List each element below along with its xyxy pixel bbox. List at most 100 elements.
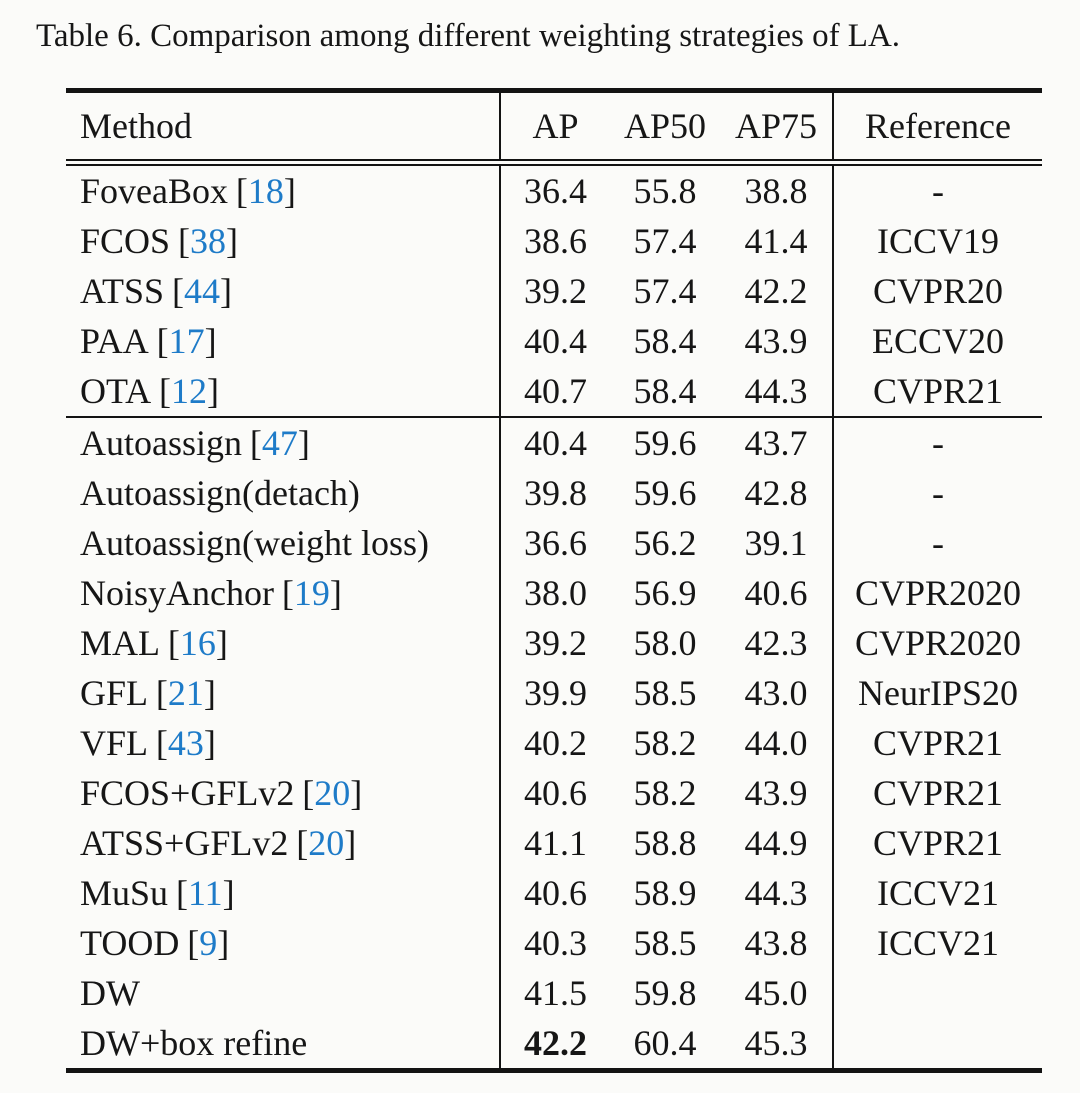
method-name: VFL — [80, 723, 149, 763]
citation-close-bracket: ] — [222, 873, 235, 913]
citation-number: 20 — [314, 773, 351, 813]
citation-close-bracket: ] — [203, 673, 216, 713]
citation-open-bracket: [ — [187, 923, 200, 963]
ap50-cell: 58.4 — [633, 371, 697, 411]
ap50-cell: 58.5 — [633, 673, 697, 713]
method-name: MAL — [80, 623, 160, 663]
citation-open-bracket: [ — [156, 321, 169, 361]
col-header-ap: AP — [499, 90, 610, 166]
ap75-cell: 44.9 — [744, 823, 808, 863]
ap75-cell: 43.0 — [744, 673, 808, 713]
reference-cell: CVPR21 — [832, 366, 1042, 417]
citation-link[interactable]: [16] — [168, 623, 228, 663]
method-cell: FCOS+GFLv2 [20] — [66, 768, 500, 818]
citation-open-bracket: [ — [155, 723, 168, 763]
method-cell: VFL [43] — [66, 718, 500, 768]
reference-cell: ECCV20 — [832, 316, 1042, 366]
citation-close-bracket: ] — [207, 371, 220, 411]
ap-cell: 41.1 — [499, 818, 610, 868]
method-cell: GFL [21] — [66, 668, 500, 718]
table-row: DW+box refine 42.2 60.4 45.3 — [66, 1018, 1042, 1071]
method-name: NoisyAnchor — [80, 573, 274, 613]
ap50-cell: 60.4 — [633, 1023, 697, 1063]
citation-close-bracket: ] — [204, 321, 217, 361]
citation-number: 44 — [183, 271, 220, 311]
table-row: NoisyAnchor [19] 38.0 56.9 40.6 CVPR2020 — [66, 568, 1042, 618]
citation-number: 38 — [189, 221, 226, 261]
method-cell: ATSS [44] — [66, 266, 500, 316]
header-row: Method AP AP50 AP75 Reference — [66, 90, 1042, 166]
citation-link[interactable]: [19] — [282, 573, 342, 613]
citation-link[interactable]: [9] — [187, 923, 229, 963]
ap-cell: 40.7 — [499, 366, 610, 417]
ap75-cell: 40.6 — [744, 573, 808, 613]
citation-link[interactable]: [17] — [157, 321, 217, 361]
citation-link[interactable]: [47] — [250, 423, 310, 463]
citation-number: 43 — [167, 723, 204, 763]
citation-link[interactable]: [12] — [159, 371, 219, 411]
table-caption: Table 6. Comparison among different weig… — [36, 18, 901, 54]
citation-close-bracket: ] — [217, 923, 230, 963]
ap50-cell: 58.0 — [633, 623, 697, 663]
reference-cell: - — [832, 468, 1042, 518]
citation-open-bracket: [ — [159, 371, 172, 411]
ap75-cell: 41.4 — [744, 221, 808, 261]
citation-link[interactable]: [44] — [172, 271, 232, 311]
method-cell: FoveaBox [18] — [66, 163, 500, 217]
col-header-ap75: AP75 — [720, 90, 833, 166]
ap50-cell: 59.8 — [633, 973, 697, 1013]
method-name: OTA — [80, 371, 152, 411]
reference-cell: CVPR21 — [832, 768, 1042, 818]
ap75-cell: 39.1 — [744, 523, 808, 563]
reference-cell: CVPR20 — [832, 266, 1042, 316]
ap75-cell: 43.7 — [720, 416, 833, 468]
citation-link[interactable]: [18] — [236, 171, 296, 211]
citation-link[interactable]: [11] — [176, 873, 235, 913]
citation-link[interactable]: [20] — [296, 823, 356, 863]
ap50-cell: 56.2 — [633, 523, 697, 563]
method-name: FCOS — [80, 221, 171, 261]
table-body: FoveaBox [18] 36.4 55.8 38.8 - FCOS [38] 3… — [66, 162, 1042, 1071]
citation-link[interactable]: [43] — [156, 723, 216, 763]
ap75-cell: 44.0 — [744, 723, 808, 763]
citation-close-bracket: ] — [203, 723, 216, 763]
method-cell: MAL [16] — [66, 618, 500, 668]
results-table: Method AP AP50 AP75 Reference FoveaBox [1… — [66, 88, 1042, 1073]
table-row: Autoassign(weight loss) 36.6 56.2 39.1 - — [66, 518, 1042, 568]
citation-number: 16 — [179, 623, 216, 663]
ap-cell: 40.4 — [499, 316, 610, 366]
citation-link[interactable]: [38] — [178, 221, 238, 261]
ap-cell: 40.3 — [499, 918, 610, 968]
method-cell: Autoassign(detach) — [66, 468, 500, 518]
table-row: VFL [43] 40.2 58.2 44.0 CVPR21 — [66, 718, 1042, 768]
citation-link[interactable]: [20] — [302, 773, 362, 813]
reference-cell: NeurIPS20 — [832, 668, 1042, 718]
ap-cell: 40.4 — [499, 416, 610, 468]
table-row: PAA [17] 40.4 58.4 43.9 ECCV20 — [66, 316, 1042, 366]
col-header-method: Method — [66, 90, 500, 166]
table-row: TOOD [9] 40.3 58.5 43.8 ICCV21 — [66, 918, 1042, 968]
method-name: FoveaBox — [80, 171, 228, 211]
ap50-cell: 59.6 — [610, 416, 720, 468]
citation-link[interactable]: [21] — [156, 673, 216, 713]
citation-open-bracket: [ — [175, 873, 188, 913]
citation-open-bracket: [ — [167, 623, 180, 663]
col-header-reference: Reference — [832, 90, 1042, 166]
citation-number: 17 — [168, 321, 205, 361]
citation-number: 47 — [261, 423, 298, 463]
citation-number: 21 — [167, 673, 204, 713]
table-row: FoveaBox [18] 36.4 55.8 38.8 - — [66, 162, 1042, 217]
method-name: PAA — [80, 321, 149, 361]
ap50-cell: 58.2 — [633, 723, 697, 763]
ap75-cell: 43.9 — [744, 773, 808, 813]
ap-cell: 36.4 — [499, 162, 610, 216]
method-name: GFL — [80, 673, 149, 713]
method-cell: DW — [66, 968, 500, 1018]
citation-number: 19 — [293, 573, 330, 613]
ap50-cell: 58.2 — [633, 773, 697, 813]
ap50-cell: 57.4 — [633, 221, 697, 261]
table-row: ATSS [44] 39.2 57.4 42.2 CVPR20 — [66, 266, 1042, 316]
citation-number: 12 — [171, 371, 208, 411]
reference-cell: CVPR2020 — [832, 618, 1042, 668]
method-name: DW — [80, 973, 140, 1013]
